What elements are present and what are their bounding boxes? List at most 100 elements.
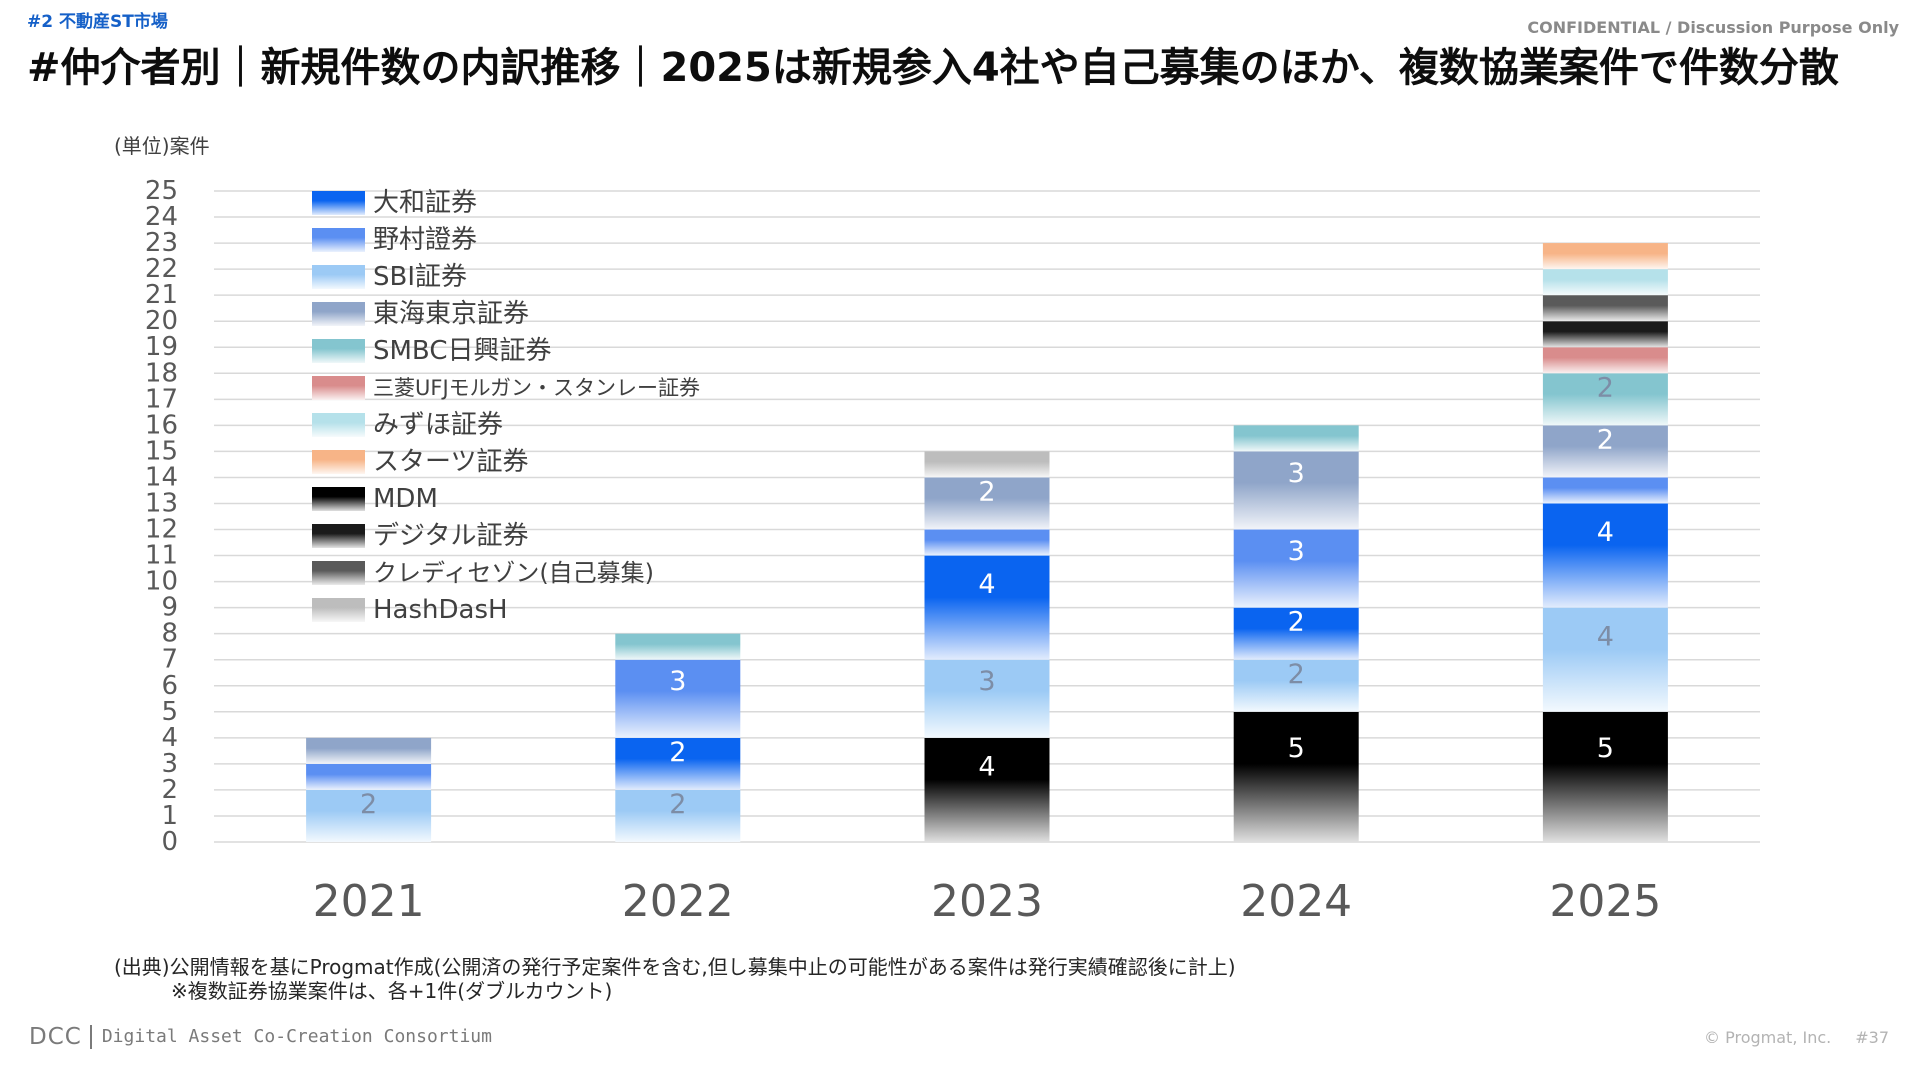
bar-segment	[1233, 711, 1359, 842]
y-tick-label: 23	[145, 228, 178, 258]
bar-segment	[924, 477, 1050, 530]
data-label: 2	[1597, 372, 1614, 403]
bar-stack	[306, 737, 432, 842]
legend-label: SBI証券	[373, 262, 467, 292]
y-tick-label: 5	[161, 697, 178, 727]
legend-item: スターツ証券	[312, 447, 528, 477]
legend-label: 三菱UFJモルガン・スタンレー証券	[373, 376, 700, 400]
data-label: 2	[669, 737, 686, 768]
legend-label: クレディセゾン(自己募集)	[373, 559, 654, 587]
y-tick-label: 22	[145, 254, 178, 284]
bar-segment	[1542, 295, 1668, 322]
legend-swatch	[312, 228, 365, 252]
y-tick-label: 8	[161, 619, 178, 649]
legend-item: SMBC日興証券	[312, 336, 551, 366]
page-title: #仲介者別｜新規件数の内訳推移｜2025は新規参入4社や自己募集のほか、複数協業…	[27, 45, 1839, 91]
footer-right: © Progmat, Inc. #37	[1704, 1027, 1889, 1049]
y-tick-label: 19	[145, 332, 178, 362]
x-tick-label: 2025	[1549, 876, 1661, 927]
legend-swatch	[312, 487, 365, 511]
legend-swatch	[312, 598, 365, 622]
y-tick-label: 15	[145, 436, 178, 466]
data-label: 3	[669, 666, 686, 697]
y-tick-label: 20	[145, 306, 178, 336]
x-tick-label: 2022	[622, 876, 734, 927]
y-tick-label: 24	[145, 202, 178, 232]
data-label: 2	[1288, 607, 1305, 638]
x-tick-label: 2021	[313, 876, 425, 927]
y-tick-label: 9	[161, 593, 178, 623]
legend-label: 野村證券	[373, 225, 477, 255]
y-tick-label: 13	[145, 488, 178, 518]
legend-item: 三菱UFJモルガン・スタンレー証券	[312, 376, 700, 400]
bar-segment	[924, 529, 1050, 556]
legend-label: みずほ証券	[373, 410, 503, 440]
bar-stack	[615, 633, 741, 842]
bar-segment	[1542, 477, 1668, 504]
legend-swatch	[312, 191, 365, 215]
bar-segment	[615, 633, 741, 660]
bar-segment	[1233, 425, 1359, 452]
copyright: © Progmat, Inc.	[1704, 1028, 1832, 1047]
legend-label: 東海東京証券	[373, 299, 529, 329]
legend-item: みずほ証券	[312, 410, 503, 440]
y-tick-label: 7	[161, 645, 178, 675]
bar-segment	[1542, 321, 1668, 348]
brand-logo: DCC Digital Asset Co-Creation Consortium	[29, 1023, 492, 1051]
bar-segment	[306, 789, 432, 842]
section-tag: #2 不動産ST市場	[27, 12, 168, 32]
legend-label: HashDasH	[373, 595, 508, 625]
source-note: (出典)公開情報を基にProgmat作成(公開済の発行予定案件を含む,但し募集中…	[114, 955, 1236, 979]
x-tick-label: 2024	[1240, 876, 1352, 927]
y-tick-label: 18	[145, 358, 178, 388]
data-label: 4	[978, 752, 995, 783]
legend-swatch	[312, 561, 365, 585]
legend-label: デジタル証券	[373, 521, 528, 551]
brand-acronym: DCC	[29, 1024, 82, 1050]
y-tick-label: 14	[145, 462, 178, 492]
legend-swatch	[312, 524, 365, 548]
bar-stack	[924, 451, 1050, 842]
legend-swatch	[312, 339, 365, 363]
bar-segment	[1233, 529, 1359, 608]
bar-segment	[1542, 347, 1668, 374]
bar-segment	[306, 763, 432, 790]
bar-segment	[1542, 243, 1668, 270]
x-axis: 2021 2022 2023 2024 2025	[313, 876, 1662, 927]
brand-separator	[89, 1025, 92, 1049]
y-tick-label: 2	[161, 775, 178, 805]
bar-segment	[615, 737, 741, 790]
y-axis-unit-label: (単位)案件	[114, 134, 210, 158]
data-label: 3	[978, 666, 995, 697]
bars	[306, 243, 1668, 842]
bar-segment	[924, 555, 1050, 660]
bar-segment	[615, 659, 741, 738]
y-tick-label: 25	[145, 176, 178, 206]
y-tick-label: 17	[145, 384, 178, 414]
y-tick-label: 0	[161, 827, 178, 857]
legend-item: SBI証券	[312, 262, 467, 292]
legend-item: デジタル証券	[312, 521, 528, 551]
bar-segment	[1542, 503, 1668, 608]
data-label: 2	[360, 789, 377, 820]
data-label: 5	[1288, 733, 1305, 764]
legend-label: MDM	[373, 484, 438, 514]
data-label: 2	[1288, 659, 1305, 690]
legend-swatch	[312, 302, 365, 326]
legend-swatch	[312, 450, 365, 474]
bar-segment	[1542, 425, 1668, 478]
data-label: 4	[1597, 517, 1614, 548]
legend-label: 大和証券	[373, 188, 477, 218]
y-tick-label: 12	[145, 515, 178, 545]
legend-item: 野村證券	[312, 225, 477, 255]
bar-segment	[306, 737, 432, 764]
data-label: 3	[1288, 458, 1305, 489]
double-count-note: ※複数証券協業案件は、各+1件(ダブルカウント)	[171, 979, 613, 1003]
legend-swatch	[312, 265, 365, 289]
legend-item: HashDasH	[312, 595, 508, 625]
data-label: 5	[1597, 733, 1614, 764]
bar-segment	[1233, 451, 1359, 530]
bar-stack	[1233, 425, 1359, 842]
